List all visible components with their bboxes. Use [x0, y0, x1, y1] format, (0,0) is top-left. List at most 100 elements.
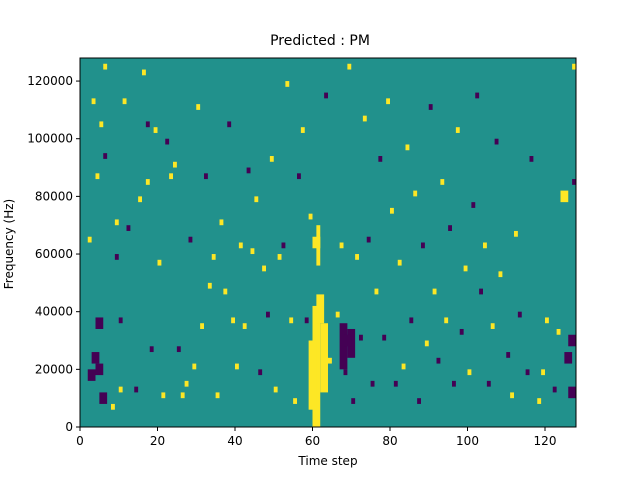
heatmap-cell	[126, 225, 131, 231]
heatmap-cell	[281, 242, 286, 249]
heatmap-cell	[293, 398, 297, 404]
x-axis-label: Time step	[298, 454, 358, 468]
heatmap-cell	[99, 392, 108, 404]
heatmap-cell	[552, 386, 557, 393]
heatmap-cell	[514, 230, 518, 237]
heatmap-block	[343, 334, 352, 347]
heatmap-cell	[262, 265, 266, 272]
heatmap-cell	[87, 369, 96, 381]
heatmap-cell	[421, 242, 425, 249]
y-tick-label: 80000	[35, 189, 73, 203]
heatmap-cell	[207, 282, 212, 289]
heatmap-cell	[339, 242, 344, 249]
heatmap-cell	[366, 236, 371, 243]
heatmap-cell	[428, 104, 433, 110]
heatmap-cell	[378, 156, 383, 162]
heatmap-cell	[153, 127, 158, 133]
heatmap-cell	[498, 271, 503, 278]
heatmap-cell	[258, 369, 263, 376]
heatmap-cell	[475, 92, 480, 99]
heatmap-cell	[401, 363, 406, 370]
y-tick-label: 100000	[27, 132, 73, 146]
heatmap-cell	[118, 386, 123, 393]
heatmap-cell	[409, 317, 414, 324]
plot-area	[80, 58, 576, 427]
heatmap-cell	[537, 398, 542, 404]
heatmap-cell	[304, 317, 309, 324]
plot-frame	[79, 57, 577, 428]
heatmap-cell	[448, 225, 452, 231]
heatmap-cell	[413, 190, 418, 197]
heatmap-cell	[444, 317, 449, 324]
heatmap-cell	[374, 288, 379, 295]
heatmap-cell	[455, 127, 460, 133]
heatmap-cell	[572, 179, 576, 185]
heatmap-cell	[223, 288, 228, 295]
heatmap-cell	[545, 317, 549, 324]
heatmap-cell	[351, 398, 356, 404]
heatmap-cell	[91, 98, 96, 105]
heatmap-cell	[196, 104, 201, 110]
heatmap-block	[316, 294, 325, 324]
heatmap-cell	[510, 392, 514, 399]
heatmap-cell	[370, 380, 375, 387]
heatmap-cell	[235, 363, 239, 370]
heatmap-cell	[386, 98, 390, 105]
heatmap-cell	[145, 121, 150, 128]
heatmap-cell	[297, 173, 301, 180]
heatmap-cell	[95, 173, 100, 180]
heatmap-cell	[362, 115, 367, 122]
heatmap-cell	[184, 380, 189, 387]
heatmap-cell	[486, 380, 491, 387]
heatmap-cell	[250, 248, 255, 255]
heatmap-cell	[359, 334, 363, 341]
heatmap-cell	[149, 346, 154, 353]
heatmap-cell	[215, 392, 220, 399]
heatmap-cell	[111, 403, 115, 410]
heatmap-block	[308, 340, 317, 410]
x-tick-label: 60	[305, 434, 320, 448]
heatmap-cell	[300, 127, 305, 133]
heatmap-cell	[471, 202, 476, 208]
x-axis-ticks: 0 20 40 60 80 100 120	[76, 427, 556, 448]
heatmap-cell	[517, 311, 522, 318]
heatmap-cell	[382, 334, 387, 341]
y-tick-label: 60000	[35, 247, 73, 261]
heatmap-cell	[324, 92, 328, 99]
heatmap-cell	[173, 161, 177, 168]
y-tick-label: 20000	[35, 362, 73, 376]
heatmap-cell	[417, 398, 421, 404]
heatmap-cell	[335, 311, 340, 318]
heatmap-cell	[308, 213, 313, 220]
heatmap-cell	[355, 254, 359, 260]
heatmap-cell	[95, 363, 104, 376]
heatmap-cell	[266, 311, 270, 318]
x-tick-label: 0	[76, 434, 84, 448]
heatmap-cell	[285, 81, 290, 87]
heatmap-cell	[246, 167, 251, 174]
x-tick-label: 40	[227, 434, 242, 448]
heatmap-cell	[273, 386, 278, 393]
heatmap-cell	[118, 317, 123, 324]
heatmap-cell	[169, 173, 173, 180]
heatmap-cell	[91, 352, 100, 364]
heatmap-cell	[269, 156, 274, 162]
heatmap-cell	[452, 380, 456, 387]
heatmap-cell	[99, 121, 104, 128]
heatmap-cell	[157, 259, 162, 266]
heatmap-cell	[277, 254, 282, 260]
heatmap-cell	[541, 369, 545, 376]
heatmap-cell	[103, 153, 108, 159]
heatmap-cell	[114, 254, 119, 260]
heatmap-cell	[432, 288, 437, 295]
x-tick-label: 120	[534, 434, 557, 448]
heatmap-cell	[200, 323, 204, 329]
heatmap-cell	[204, 173, 208, 180]
heatmap-cell	[145, 179, 150, 185]
heatmap-cell	[479, 288, 483, 295]
y-tick-label: 40000	[35, 305, 73, 319]
heatmap-cell	[440, 179, 445, 185]
heatmap-cell	[525, 369, 530, 376]
heatmap-cell	[219, 219, 224, 226]
